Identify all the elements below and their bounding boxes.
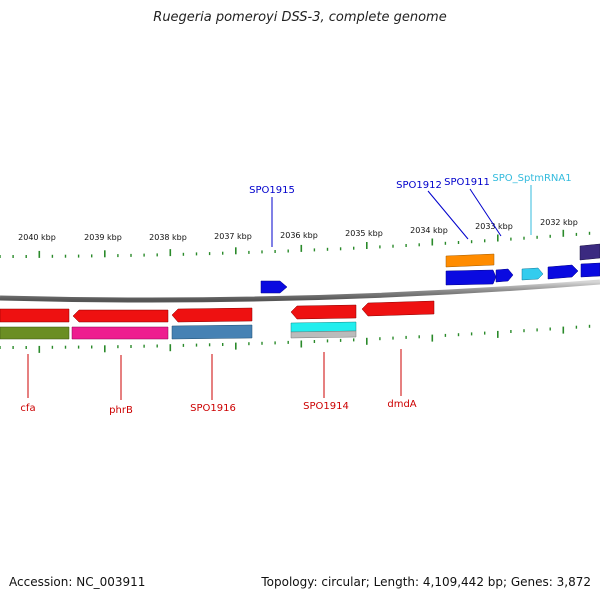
map-title: Ruegeria pomeroyi DSS-3, complete genome xyxy=(153,10,447,25)
gene-spo1912[interactable] xyxy=(445,269,497,286)
scale-label-2033: 2033 kbp xyxy=(475,222,513,231)
gene-spo1911[interactable] xyxy=(495,268,514,283)
gene-labels: SPO1915 SPO1912 SPO1911 SPO_SptmRNA1 cfa… xyxy=(20,173,571,416)
gene-forward-8[interactable] xyxy=(580,262,600,278)
gene-purple-feature[interactable] xyxy=(579,243,600,261)
reverse-genes xyxy=(0,300,435,340)
callout-spo1911 xyxy=(469,188,502,237)
callout-spo1912 xyxy=(427,190,469,240)
accession-text: Accession: NC_003911 xyxy=(9,575,146,589)
gene-dmda[interactable] xyxy=(361,300,435,317)
genome-summary-text: Topology: circular; Length: 4,109,442 bp… xyxy=(261,575,591,589)
gene-spo1916-track2[interactable] xyxy=(171,324,253,340)
gene-spo-sptmrna1[interactable] xyxy=(521,267,544,281)
scale-labels: 2040 kbp 2039 kbp 2038 kbp 2037 kbp 2036… xyxy=(18,218,578,242)
scale-label-2037: 2037 kbp xyxy=(214,232,252,241)
scale-label-2040: 2040 kbp xyxy=(18,233,56,242)
label-spo1911[interactable]: SPO1911 xyxy=(444,177,490,188)
gene-phrb-track2[interactable] xyxy=(71,326,169,340)
gene-spo1914[interactable] xyxy=(290,304,357,320)
gene-spo1914-track2[interactable] xyxy=(290,321,357,333)
label-spo1912[interactable]: SPO1912 xyxy=(396,180,442,191)
label-spo1916[interactable]: SPO1916 xyxy=(190,403,236,414)
gene-orange-feature[interactable] xyxy=(445,253,495,268)
gene-spo1916[interactable] xyxy=(171,307,253,323)
genome-backbone xyxy=(0,279,600,303)
callout-lines xyxy=(27,185,532,400)
label-dmda[interactable]: dmdA xyxy=(387,399,416,410)
scale-label-2038: 2038 kbp xyxy=(149,233,187,242)
tick-rows xyxy=(0,229,591,353)
label-cfa[interactable]: cfa xyxy=(20,403,35,414)
gene-cfa-track2[interactable] xyxy=(0,326,70,340)
label-spo-sptmrna1[interactable]: SPO_SptmRNA1 xyxy=(492,173,571,184)
label-phrb[interactable]: phrB xyxy=(109,405,133,416)
scale-label-2036: 2036 kbp xyxy=(280,231,318,240)
scale-label-2039: 2039 kbp xyxy=(84,233,122,242)
gene-forward-7[interactable] xyxy=(547,264,579,280)
scale-label-2035: 2035 kbp xyxy=(345,229,383,238)
scale-label-2034: 2034 kbp xyxy=(410,226,448,235)
gene-spo1914-track3[interactable] xyxy=(290,330,357,339)
gene-spo1915[interactable] xyxy=(260,280,288,294)
label-spo1914[interactable]: SPO1914 xyxy=(303,401,349,412)
label-spo1915[interactable]: SPO1915 xyxy=(249,185,295,196)
gene-phrb[interactable] xyxy=(72,309,169,323)
forward-genes xyxy=(260,243,600,294)
gene-cfa[interactable] xyxy=(0,308,70,323)
scale-label-2032: 2032 kbp xyxy=(540,218,578,227)
